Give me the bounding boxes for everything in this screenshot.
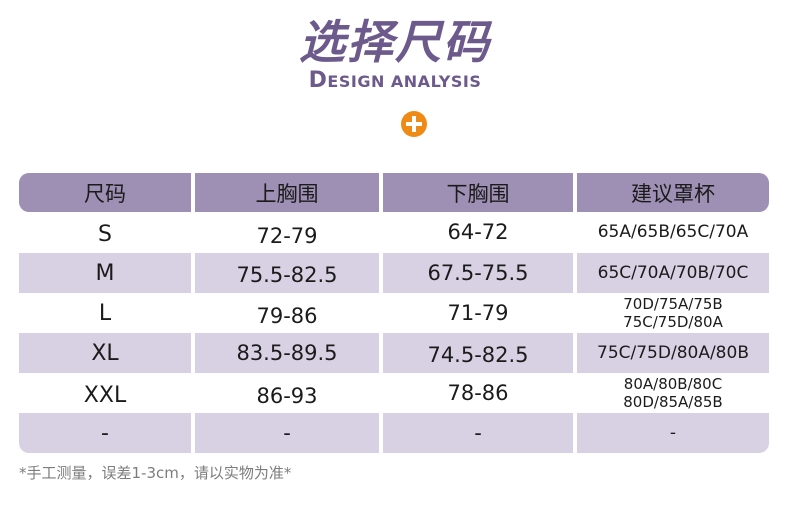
- cup-line: 75C/75D/80A: [623, 313, 723, 331]
- cell-upper-bust: -: [283, 421, 291, 445]
- cell-upper-bust: 83.5-89.5: [236, 341, 338, 365]
- subtitle-initial: D: [308, 68, 328, 93]
- row-stripe: [19, 413, 769, 453]
- cell-under-bust: 67.5-75.5: [427, 261, 529, 285]
- cell-size: M: [95, 260, 115, 286]
- header-upper-bust: 上胸围: [255, 181, 319, 206]
- cup-line: 70D/75A/75B: [623, 295, 723, 313]
- cell-cup: 70D/75A/75B 75C/75D/80A: [577, 293, 769, 333]
- column-divider: [573, 173, 577, 453]
- cell-under-bust: -: [474, 421, 482, 445]
- column-divider: [379, 173, 383, 453]
- cell-upper-bust: 72-79: [256, 224, 318, 248]
- header-under-bust: 下胸围: [446, 181, 510, 206]
- cell-cup: 65C/70A/70B/70C: [597, 263, 749, 283]
- cup-line: 80D/85A/85B: [623, 393, 723, 411]
- subtitle-rest: ESIGN ANALYSIS: [327, 72, 482, 91]
- cell-cup: -: [669, 423, 677, 443]
- subtitle: DESIGN ANALYSIS: [0, 68, 790, 93]
- cell-cup: 65A/65B/65C/70A: [597, 222, 749, 242]
- row-stripe: [19, 253, 769, 293]
- cell-under-bust: 78-86: [447, 381, 509, 405]
- cell-size: -: [101, 420, 109, 446]
- header-size: 尺码: [84, 181, 126, 206]
- cell-size: S: [98, 221, 112, 247]
- header-cup: 建议罩杯: [631, 181, 715, 206]
- cell-size: XL: [91, 340, 119, 366]
- cell-size: XXL: [83, 382, 127, 408]
- cell-size: L: [98, 300, 112, 326]
- cell-under-bust: 71-79: [447, 301, 509, 325]
- cell-cup: 75C/75D/80A/80B: [597, 343, 749, 363]
- row-stripe: [19, 333, 769, 373]
- size-table: 尺码 上胸围 下胸围 建议罩杯 S 72-79 64-72 65A/65B/65…: [19, 173, 769, 453]
- plus-icon: [401, 111, 427, 137]
- cell-under-bust: 74.5-82.5: [427, 343, 529, 367]
- cup-line: 80A/80B/80C: [623, 375, 723, 393]
- cell-under-bust: 64-72: [447, 220, 509, 244]
- cell-upper-bust: 75.5-82.5: [236, 263, 338, 287]
- column-divider: [191, 173, 195, 453]
- table-header-bg: [19, 173, 769, 212]
- cell-upper-bust: 79-86: [256, 304, 318, 328]
- page-title: 选择尺码: [299, 15, 491, 69]
- cell-upper-bust: 86-93: [256, 384, 318, 408]
- cell-cup: 80A/80B/80C 80D/85A/85B: [577, 373, 769, 413]
- measurement-note: *手工测量，误差1-3cm，请以实物为准*: [19, 464, 292, 482]
